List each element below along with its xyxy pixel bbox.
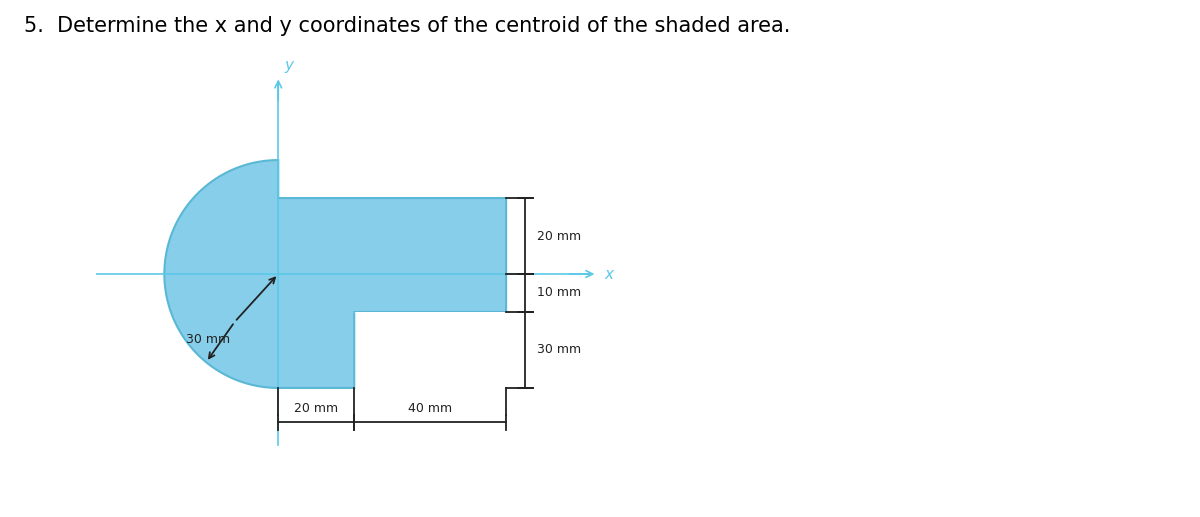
Text: 20 mm: 20 mm [536,230,581,242]
Polygon shape [164,160,506,388]
Text: x: x [605,266,614,282]
Text: 20 mm: 20 mm [294,402,338,415]
Polygon shape [354,312,506,388]
Text: y: y [284,58,293,73]
Text: 10 mm: 10 mm [536,286,581,299]
Text: 30 mm: 30 mm [186,333,230,346]
Text: 30 mm: 30 mm [536,343,581,356]
Text: 40 mm: 40 mm [408,402,452,415]
Text: 5.  Determine the x and y coordinates of the centroid of the shaded area.: 5. Determine the x and y coordinates of … [24,16,791,36]
